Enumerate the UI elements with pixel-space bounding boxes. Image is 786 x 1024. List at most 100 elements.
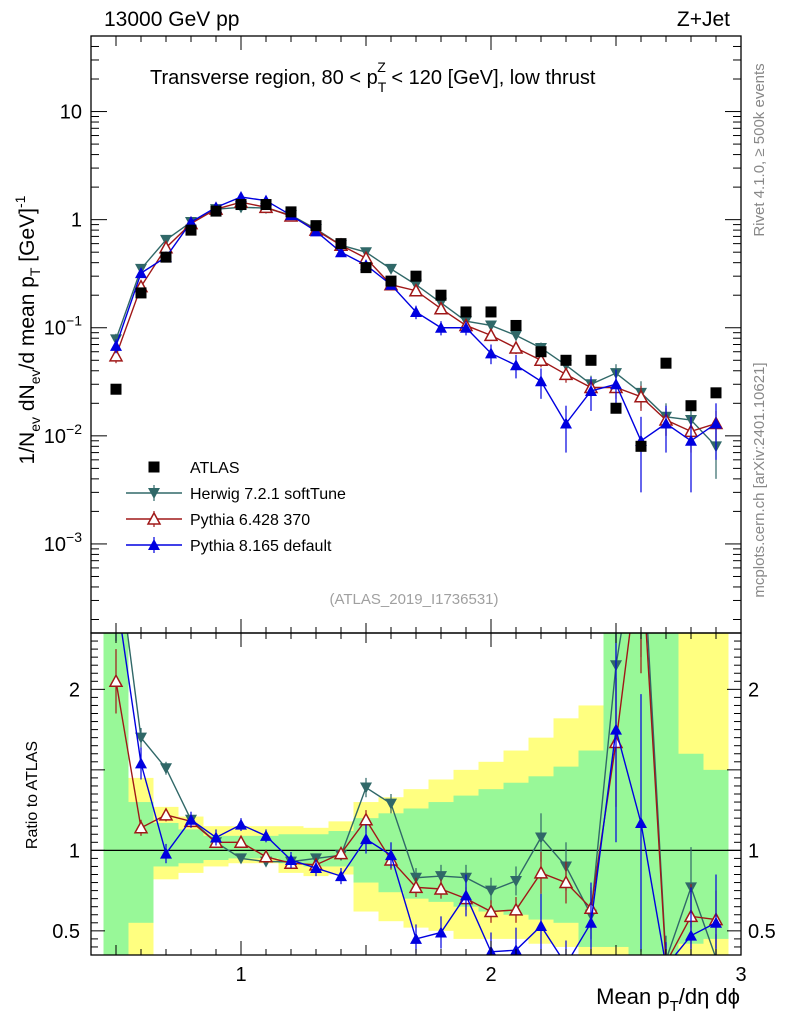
main-point-atlas	[135, 287, 147, 299]
xlabel-pre: Mean p	[596, 984, 669, 1009]
main-point-pythia8	[335, 246, 347, 258]
main-line-herwig	[115, 206, 717, 447]
ratio-point-pythia8	[610, 723, 622, 735]
x-axis-label: Mean pT/dη dϕ	[596, 984, 740, 1015]
plot-title: Transverse region, 80 < pTZ < 120 [GeV],…	[150, 59, 596, 95]
header-left: 13000 GeV pp	[104, 8, 239, 31]
ratio-point-pythia6	[558, 874, 574, 889]
ratio-point-pythia8	[285, 854, 297, 866]
ylabel-p0: 1/N	[16, 432, 39, 465]
legend-label-herwig: Herwig 7.2.1 softTune	[190, 486, 346, 503]
ratio-point-pythia6	[158, 807, 174, 821]
ratio-point-pythia6	[408, 879, 424, 894]
ratio-point-pythia8	[535, 920, 547, 932]
main-point-atlas	[160, 251, 172, 263]
ratio-series-group	[108, 633, 724, 955]
title-post: < 120 [GeV], low thrust	[386, 67, 596, 89]
ratio-point-herwig	[385, 798, 397, 810]
xlabel-sub: T	[670, 998, 679, 1015]
ylabel-p4: /d mean p	[16, 276, 39, 369]
ratio-point-herwig	[135, 732, 147, 744]
main-point-atlas	[185, 224, 197, 236]
y-tick-label: 10−3	[44, 529, 82, 556]
main-point-pythia8	[685, 434, 697, 446]
main-frame	[90, 35, 742, 634]
ylabel-p1: ev	[27, 417, 43, 432]
main-point-pythia6	[508, 340, 524, 354]
main-point-pythia8	[585, 384, 597, 396]
title-sub: T	[378, 79, 387, 95]
legend-item-pythia8: Pythia 8.165 default	[126, 537, 332, 555]
ratio-point-herwig	[160, 763, 172, 775]
ylabel-p7: -1	[12, 195, 28, 208]
title-pre: Transverse region, 80 < p	[150, 67, 378, 89]
xlabel-post: /dη dϕ	[679, 984, 740, 1009]
main-point-atlas	[210, 205, 222, 217]
ratio-point-pythia6	[108, 673, 124, 688]
main-point-pythia6	[533, 352, 549, 367]
ratio-y-tick-label-left: 1	[69, 840, 80, 862]
legend: ATLAS Herwig 7.2.1 softTune Pythia 6.428 3…	[126, 460, 346, 555]
y-tick-exp: −3	[66, 529, 82, 545]
legend-marker-herwig	[148, 488, 160, 499]
main-point-pythia8	[410, 305, 422, 317]
ratio-point-pythia8	[310, 862, 322, 874]
legend-label-pythia8: Pythia 8.165 default	[190, 538, 332, 555]
ratio-point-pythia6	[233, 834, 249, 849]
main-point-pythia8	[435, 321, 447, 333]
ratio-point-pythia8	[335, 870, 347, 882]
ratio-point-pythia8	[635, 816, 647, 828]
legend-label-pythia6: Pythia 6.428 370	[190, 512, 310, 529]
main-point-atlas	[235, 199, 247, 211]
ratio-ylabel: Ratio to ATLAS	[24, 741, 41, 849]
ratio-point-pythia6	[433, 881, 449, 895]
ratio-point-pythia8	[385, 849, 397, 861]
title-sup: Z	[377, 59, 386, 75]
main-point-atlas	[635, 440, 647, 452]
main-point-atlas	[360, 262, 372, 274]
main-point-pythia6	[408, 283, 424, 297]
main-point-herwig	[485, 320, 497, 332]
ratio-point-herwig	[485, 885, 497, 897]
ylabel-p6: [GeV]	[16, 208, 39, 268]
main-point-pythia8	[485, 347, 497, 359]
ratio-point-pythia6	[258, 849, 274, 863]
main-point-pythia6	[483, 327, 499, 342]
main-point-pythia8	[185, 216, 197, 228]
main-series-atlas	[110, 199, 722, 452]
main-point-atlas	[710, 387, 722, 399]
ratio-point-pythia8	[135, 757, 147, 769]
main-point-pythia8	[560, 417, 572, 429]
main-point-atlas	[410, 270, 422, 282]
ratio-point-pythia6	[483, 903, 499, 918]
main-point-atlas	[610, 402, 622, 414]
main-point-atlas	[335, 238, 347, 250]
main-point-pythia8	[710, 417, 722, 429]
main-ylabel: 1/Nev dNev/d mean pT [GeV]-1	[12, 195, 43, 464]
main-point-atlas	[560, 354, 572, 366]
ratio-point-pythia6	[333, 846, 349, 860]
legend-item-pythia6: Pythia 6.428 370	[126, 511, 310, 529]
y-tick-exp: −2	[66, 421, 82, 437]
side-label-mcplots: mcplots.cern.ch [arXiv:2401.10621]	[751, 362, 768, 597]
y-tick-label: 1	[71, 210, 82, 232]
main-point-pythia8	[535, 375, 547, 387]
main-point-pythia6	[433, 301, 449, 315]
ratio-y-tick-label-left: 0.5	[52, 921, 80, 943]
analysis-watermark: (ATLAS_2019_I1736531)	[329, 591, 498, 608]
side-label-rivet: Rivet 4.1.0, ≥ 500k events	[751, 63, 768, 236]
main-point-pythia6	[633, 389, 649, 403]
ratio-point-pythia8	[235, 818, 247, 830]
ratio-point-herwig	[510, 875, 522, 887]
ylabel-p5: T	[27, 267, 43, 276]
legend-item-atlas: ATLAS	[148, 460, 240, 477]
ratio-uncertainty-bands	[103, 633, 729, 955]
ylabel-p2: dN	[16, 384, 39, 417]
main-point-atlas	[285, 206, 297, 218]
main-point-atlas	[510, 319, 522, 331]
legend-marker-pythia6	[146, 511, 162, 525]
y-tick-base: 10	[44, 318, 66, 340]
ratio-point-pythia8	[160, 847, 172, 859]
x-tick-label: 1	[235, 964, 246, 986]
